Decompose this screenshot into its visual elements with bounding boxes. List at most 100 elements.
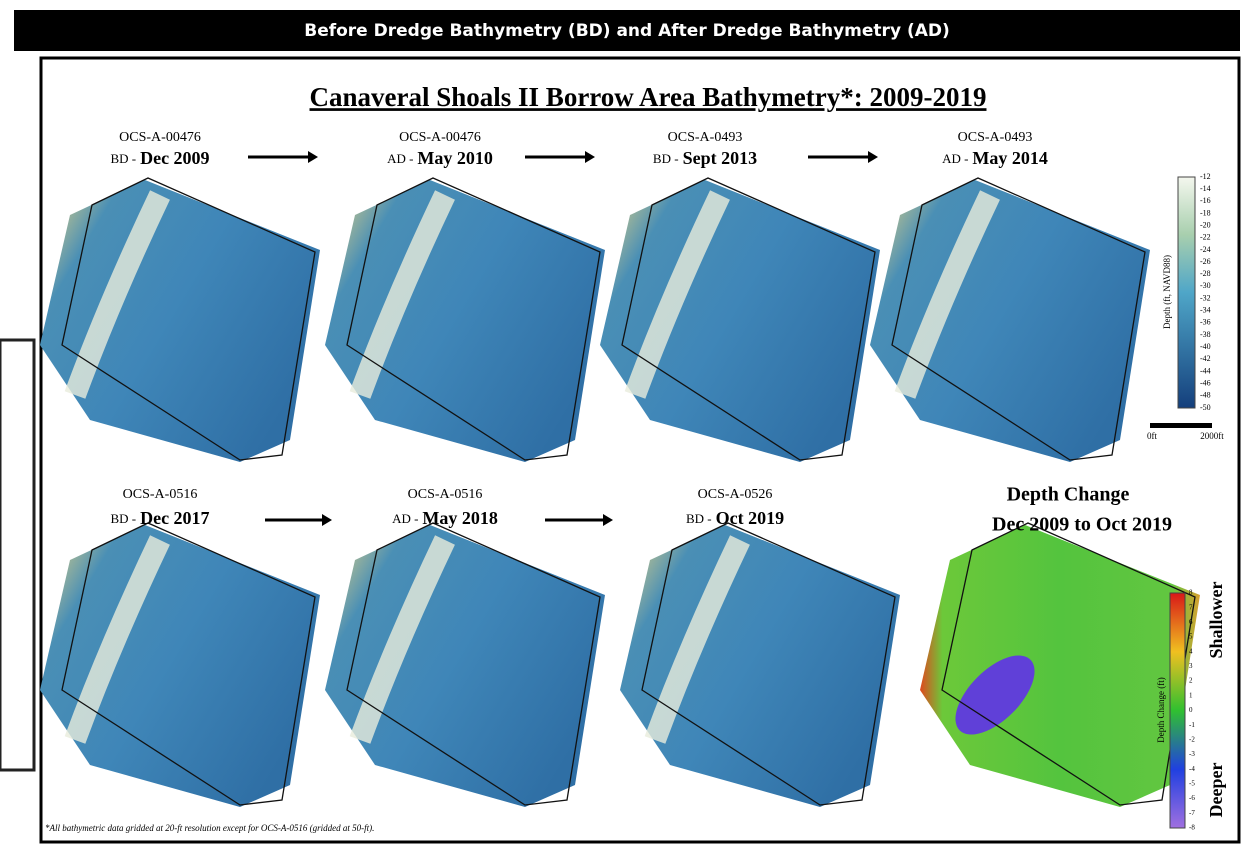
change-subtitle: Dec 2009 to Oct 2019 bbox=[992, 514, 1172, 536]
map-surface bbox=[620, 525, 900, 807]
depth-tick-label: -46 bbox=[1200, 379, 1211, 388]
ridge bbox=[644, 535, 750, 744]
ridge bbox=[64, 535, 170, 744]
change-tick-label: 5 bbox=[1189, 633, 1193, 641]
arrow-head bbox=[868, 151, 878, 163]
change-tick-label: -6 bbox=[1189, 794, 1195, 802]
change-tick-label: -3 bbox=[1189, 750, 1195, 758]
map-surface bbox=[40, 180, 320, 462]
borrow-area-outline bbox=[621, 177, 876, 461]
depth-legend-label: Depth (ft, NAVD88) bbox=[1162, 255, 1172, 329]
change-legend-label: Depth Change (ft) bbox=[1156, 677, 1166, 742]
map-surface bbox=[325, 180, 605, 462]
depth-tick-label: -30 bbox=[1200, 281, 1211, 290]
ridge bbox=[624, 190, 730, 399]
depth-tick-label: -28 bbox=[1200, 269, 1211, 278]
depth-tick-label: -48 bbox=[1200, 391, 1211, 400]
panel-date: May 2018 bbox=[422, 508, 498, 528]
borrow-area-outline bbox=[941, 522, 1196, 806]
map bbox=[620, 522, 900, 807]
depth-tick-label: -36 bbox=[1200, 318, 1211, 327]
depth-tick-label: -26 bbox=[1200, 257, 1211, 266]
map bbox=[870, 177, 1150, 462]
change-tick-label: 1 bbox=[1189, 691, 1193, 699]
panel-phase: BD - bbox=[110, 151, 136, 166]
deeper-label: Deeper bbox=[1206, 763, 1226, 818]
panel-id: OCS-A-00476 bbox=[119, 130, 201, 145]
panel-label: BD - Oct 2019 bbox=[686, 508, 784, 528]
panel-phase: AD - bbox=[392, 511, 418, 526]
ridge bbox=[64, 190, 170, 399]
figure-title: Canaveral Shoals II Borrow Area Bathymet… bbox=[310, 82, 987, 112]
panel-id: OCS-A-0493 bbox=[668, 130, 743, 145]
change-tick-label: -5 bbox=[1189, 780, 1195, 788]
change-tick-label: 0 bbox=[1189, 706, 1193, 714]
panel-phase: AD - bbox=[942, 151, 968, 166]
change-tick-label: 4 bbox=[1189, 647, 1193, 655]
depth-colorbar bbox=[1177, 176, 1196, 409]
depth-tick-label: -50 bbox=[1200, 403, 1211, 412]
depth-tick-label: -42 bbox=[1200, 354, 1211, 363]
map-surface bbox=[600, 180, 880, 462]
change-tick-label: 3 bbox=[1189, 662, 1193, 670]
depth-tick-label: -40 bbox=[1200, 342, 1211, 351]
side-edge bbox=[0, 338, 36, 772]
depth-tick-label: -32 bbox=[1200, 293, 1211, 302]
change-tick-label: 6 bbox=[1189, 618, 1193, 626]
map-surface bbox=[40, 525, 320, 807]
change-tick-label: -2 bbox=[1189, 735, 1195, 743]
panel-phase: BD - bbox=[653, 151, 679, 166]
change-colorbar bbox=[1169, 592, 1186, 829]
panel-id: OCS-A-0516 bbox=[408, 487, 483, 502]
panel-label: BD - Dec 2009 bbox=[110, 148, 209, 168]
depth-tick-label: -22 bbox=[1200, 233, 1211, 242]
panel-date: May 2010 bbox=[417, 148, 493, 168]
panel-phase: AD - bbox=[387, 151, 413, 166]
change-tick-label: -8 bbox=[1189, 824, 1195, 832]
panel-id: OCS-A-0516 bbox=[123, 487, 198, 502]
change-tick-label: 2 bbox=[1189, 677, 1193, 685]
header-title: Before Dredge Bathymetry (BD) and After … bbox=[304, 21, 950, 41]
scale-end: 2000ft bbox=[1200, 431, 1224, 441]
change-title: Depth Change bbox=[1007, 484, 1130, 506]
depth-tick-label: -44 bbox=[1200, 366, 1211, 375]
panel-label: AD - May 2010 bbox=[387, 148, 493, 168]
panel-phase: BD - bbox=[686, 511, 712, 526]
map bbox=[920, 522, 1200, 807]
panel-date: Dec 2017 bbox=[140, 508, 209, 528]
map bbox=[40, 177, 320, 462]
change-tick-label: 7 bbox=[1189, 603, 1193, 611]
depth-tick-label: -24 bbox=[1200, 245, 1211, 254]
panel-date: Sept 2013 bbox=[683, 148, 758, 168]
depth-tick-label: -16 bbox=[1200, 196, 1211, 205]
arrow-head bbox=[308, 151, 318, 163]
panel-date: Dec 2009 bbox=[140, 148, 209, 168]
map-surface bbox=[920, 525, 1200, 807]
borrow-area-outline bbox=[346, 177, 601, 461]
panel-label: AD - May 2018 bbox=[392, 508, 498, 528]
ridge bbox=[894, 190, 1000, 399]
depth-tick-label: -18 bbox=[1200, 208, 1211, 217]
panel-date: Oct 2019 bbox=[716, 508, 784, 528]
panel-phase: BD - bbox=[110, 511, 136, 526]
borrow-area-outline bbox=[891, 177, 1146, 461]
panel-id: OCS-A-0493 bbox=[958, 130, 1033, 145]
depth-tick-label: -14 bbox=[1200, 184, 1211, 193]
ridge bbox=[349, 535, 455, 744]
depth-tick-label: -20 bbox=[1200, 220, 1211, 229]
change-tick-label: 8 bbox=[1189, 589, 1193, 597]
deeper-area bbox=[955, 655, 1035, 735]
borrow-area-outline bbox=[61, 177, 316, 461]
borrow-area-outline bbox=[346, 522, 601, 806]
panel-id: OCS-A-00476 bbox=[399, 130, 481, 145]
panel-label: BD - Sept 2013 bbox=[653, 148, 757, 168]
change-tick-label: -1 bbox=[1189, 721, 1195, 729]
change-tick-label: -7 bbox=[1189, 809, 1195, 817]
borrow-area-outline bbox=[61, 522, 316, 806]
map bbox=[600, 177, 880, 462]
footnote: *All bathymetric data gridded at 20-ft r… bbox=[45, 823, 374, 833]
ridge bbox=[349, 190, 455, 399]
scale-start: 0ft bbox=[1147, 431, 1157, 441]
